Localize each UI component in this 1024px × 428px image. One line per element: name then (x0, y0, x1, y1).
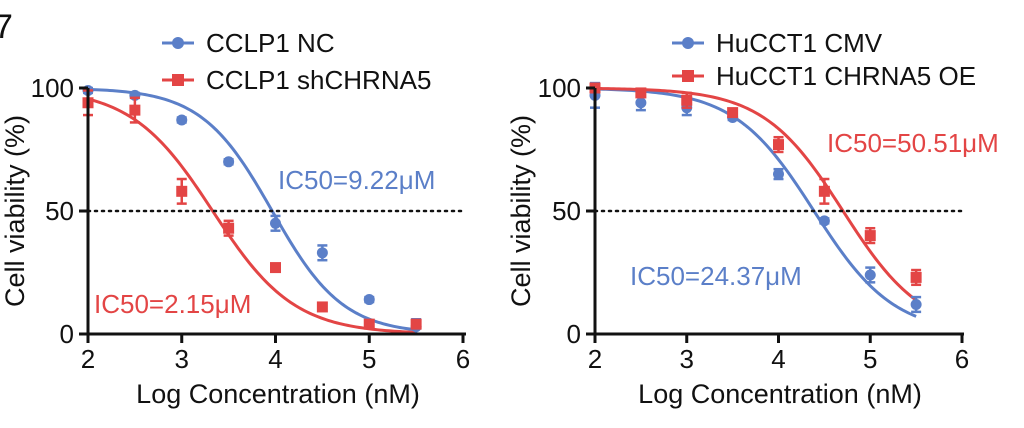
data-point-cclp1-shchrna5-1 (129, 104, 141, 116)
data-point-cclp1-nc-6 (363, 294, 375, 306)
chart-0-fit-curves (87, 87, 417, 334)
annotation-ic50-cclp1-nc: IC50=9.22μM (278, 165, 435, 195)
data-point-cclp1-shchrna5-5 (316, 301, 328, 313)
chart-1-legend: HuCCT1 CMV HuCCT1 CHRNA5 OE (672, 28, 976, 91)
data-point-cclp1-nc-4 (270, 217, 281, 229)
chart-1-points (589, 81, 922, 314)
x-tick-label-3: 3 (175, 344, 189, 374)
data-point-hucct1-chrna5-oe-4 (773, 139, 784, 151)
legend-item-cclp1-nc: CCLP1 NC (162, 28, 335, 58)
data-point-cclp1-shchrna5-3 (223, 222, 235, 234)
legend-marker-hucct1-chrna5-oe (682, 70, 694, 82)
x-tick-label-4: 4 (268, 344, 282, 374)
chart-1-fit-curves (594, 86, 918, 318)
data-point-hucct1-cmv-7 (910, 298, 922, 310)
data-point-hucct1-chrna5-oe-1 (635, 87, 647, 99)
x-tick-label-5: 5 (863, 344, 877, 374)
x-tick-label-2: 2 (588, 344, 602, 374)
panel-label: 7 (0, 8, 13, 46)
annotation-ic50-cclp1-shchrna5: IC50=2.15μM (94, 289, 251, 319)
data-point-cclp1-shchrna5-4 (270, 262, 281, 274)
legend-marker-cclp1-shchrna5 (172, 74, 184, 86)
y-tick-label-50: 50 (552, 196, 581, 226)
chart-0-legend: CCLP1 NC CCLP1 shCHRNA5 (162, 28, 431, 95)
legend-marker-cclp1-nc (172, 37, 184, 49)
legend-marker-hucct1-cmv (682, 37, 694, 49)
annotation-ic50-hucct1-chrna5-oe: IC50=50.51μM (827, 128, 999, 158)
x-tick-label-4: 4 (771, 344, 785, 374)
x-tick-label-2: 2 (81, 344, 95, 374)
legend-label-cclp1-nc: CCLP1 NC (206, 28, 335, 58)
fit-curve-hucct1-chrna5-oe (594, 86, 918, 302)
legend-label-cclp1-shchrna5: CCLP1 shCHRNA5 (206, 65, 431, 95)
x-tick-label-5: 5 (362, 344, 376, 374)
chart-0-x-axis-label: Log Concentration (nM) (136, 379, 420, 409)
legend-label-hucct1-chrna5-oe: HuCCT1 CHRNA5 OE (716, 61, 976, 91)
data-point-hucct1-chrna5-oe-7 (910, 271, 922, 283)
fit-curve-cclp1-shchrna5 (87, 97, 417, 334)
x-tick-label-6: 6 (955, 344, 969, 374)
data-point-cclp1-nc-5 (316, 247, 328, 259)
data-point-cclp1-shchrna5-2 (176, 185, 188, 197)
chart-ccclp1: 2 3 4 5 6 0 50 100 Log Concentration (nM) Cell … (0, 28, 470, 409)
chart-0-ticks: 2 3 4 5 6 0 50 100 (31, 73, 471, 374)
data-point-hucct1-cmv-4 (773, 168, 784, 180)
data-point-hucct1-cmv-1 (635, 97, 647, 109)
data-point-hucct1-cmv-6 (864, 269, 876, 281)
chart-0-y-axis-label: Cell viability (%) (0, 115, 30, 307)
data-point-hucct1-chrna5-oe-6 (864, 230, 876, 242)
data-point-hucct1-chrna5-oe-2 (681, 94, 693, 106)
fit-curve-cclp1-nc (87, 87, 417, 332)
x-tick-label-6: 6 (456, 344, 470, 374)
x-tick-label-3: 3 (680, 344, 694, 374)
y-tick-label-0: 0 (567, 319, 581, 349)
data-point-hucct1-chrna5-oe-5 (818, 185, 830, 197)
data-point-cclp1-nc-3 (223, 156, 235, 168)
legend-item-cclp1-shchrna5: CCLP1 shCHRNA5 (162, 65, 431, 95)
legend-item-hucct1-chrna5-oe: HuCCT1 CHRNA5 OE (672, 61, 976, 91)
y-tick-label-100: 100 (31, 73, 74, 103)
annotation-ic50-hucct1-cmv: IC50=24.37μM (630, 261, 802, 291)
data-point-hucct1-cmv-5 (818, 215, 830, 227)
y-tick-label-0: 0 (60, 319, 74, 349)
y-tick-label-100: 100 (538, 73, 581, 103)
y-tick-label-50: 50 (45, 196, 74, 226)
data-point-cclp1-shchrna5-7 (410, 318, 422, 330)
chart-1-y-axis-label: Cell viability (%) (506, 115, 536, 307)
legend-label-hucct1-cmv: HuCCT1 CMV (716, 28, 883, 58)
chart-hucct1: 2 3 4 5 6 0 50 100 Log Concentration (nM) Cell … (506, 28, 999, 409)
data-point-hucct1-chrna5-oe-3 (727, 107, 739, 119)
legend-item-hucct1-cmv: HuCCT1 CMV (672, 28, 883, 58)
data-point-cclp1-shchrna5-6 (363, 318, 375, 330)
data-point-cclp1-nc-2 (176, 114, 188, 126)
fit-curve-hucct1-cmv (594, 87, 917, 318)
chart-1-ticks: 2 3 4 5 6 0 50 100 (538, 73, 970, 374)
chart-1-x-axis-label: Log Concentration (nM) (638, 379, 922, 409)
